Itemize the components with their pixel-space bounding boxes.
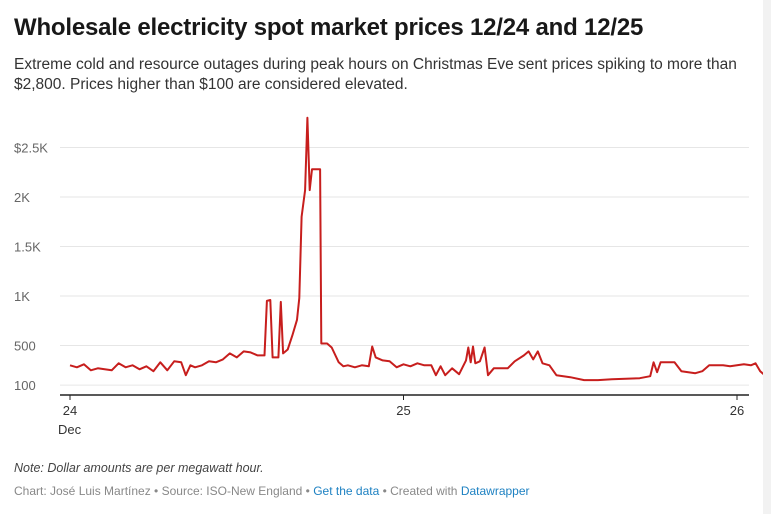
credit-text: Chart: José Luis Martínez • Source: ISO-… — [14, 484, 314, 498]
y-tick-label: $2.5K — [14, 141, 48, 156]
scrollbar-edge — [763, 0, 771, 514]
datawrapper-link[interactable]: Datawrapper — [460, 484, 530, 498]
chart-subtitle: Extreme cold and resource outages during… — [14, 56, 737, 93]
x-tick-label: 24 — [63, 403, 77, 418]
y-tick-label: 2K — [14, 190, 30, 205]
chart-note: Note: Dollar amounts are per megawatt ho… — [14, 461, 264, 475]
y-tick-label: 500 — [14, 339, 36, 354]
get-data-link[interactable]: Get the data — [313, 484, 380, 498]
y-tick-label: 1K — [14, 289, 30, 304]
created-with-text: • Created with — [379, 484, 461, 498]
y-tick-label: 1.5K — [14, 240, 41, 255]
chart-title: Wholesale electricity spot market prices… — [14, 14, 644, 41]
x-tick-label: 25 — [396, 403, 410, 418]
price-line — [69, 116, 771, 382]
x-tick-sublabel: Dec — [58, 422, 82, 437]
x-tick-label: 26 — [730, 403, 744, 418]
y-tick-label: 100 — [14, 378, 36, 393]
chart-credit: Chart: José Luis Martínez • Source: ISO-… — [14, 484, 530, 498]
